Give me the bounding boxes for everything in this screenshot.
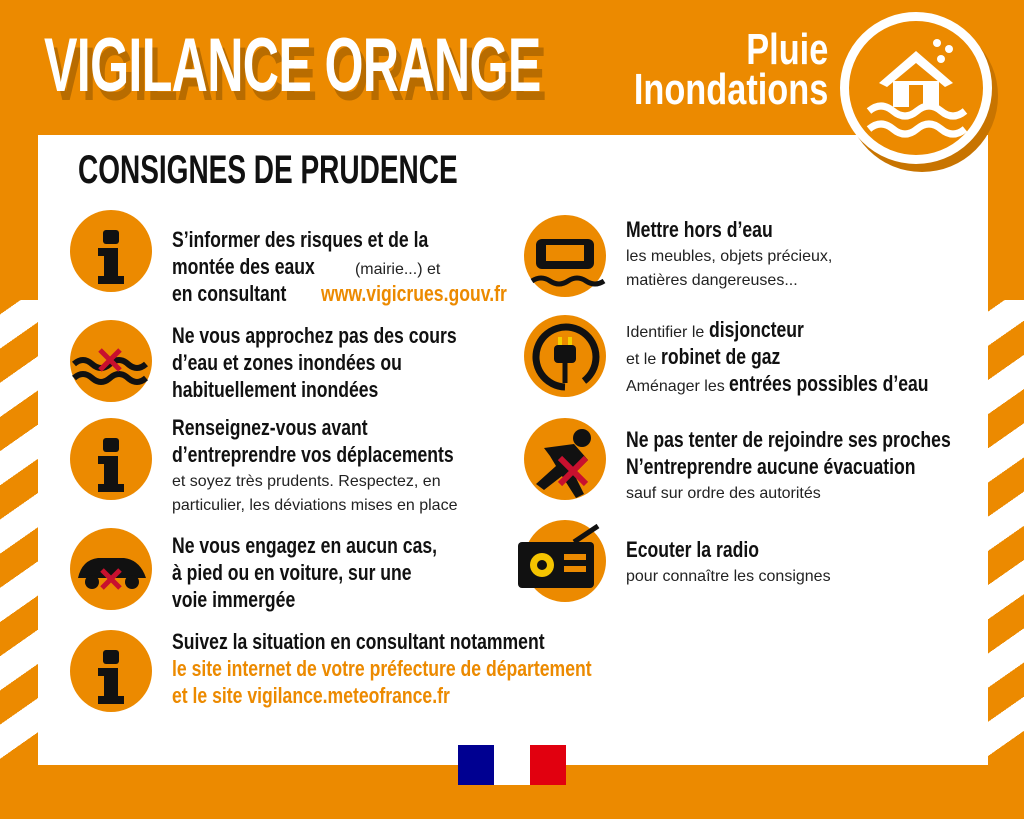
text-segment: Aménager les: [626, 378, 730, 395]
text-segment: N’entreprendre aucune évacuation: [626, 454, 916, 479]
radio-icon: [518, 520, 606, 602]
text-segment: Ne vous approchez pas des cours: [172, 323, 457, 348]
text-segment: entrées possibles d’eau: [729, 371, 929, 396]
instruction-line: Renseignez-vous avant: [172, 416, 524, 443]
instruction-line: montée des eaux (mairie...) et: [172, 255, 553, 282]
text-segment: particulier, les déviations mises en pla…: [172, 497, 458, 514]
instruction-line: et le site vigilance.meteofrance.fr: [172, 684, 697, 711]
text-segment: habituellement inondées: [172, 377, 379, 402]
instruction-line: Aménager les entrées possibles d’eau: [626, 372, 979, 399]
no-car-icon: [70, 528, 152, 610]
text-segment: Ne vous engagez en aucun cas,: [172, 533, 438, 558]
instruction-line: et soyez très prudents. Respectez, en: [172, 470, 524, 494]
text-segment: Renseignez-vous avant: [172, 415, 368, 440]
text-segment: d’eau et zones inondées ou: [172, 350, 402, 375]
instruction-line: d’eau et zones inondées ou: [172, 351, 528, 378]
page-title: VIGILANCE ORANGE: [44, 23, 541, 108]
instruction-text: Renseignez-vous avant d’entreprendre vos …: [172, 416, 524, 518]
instruction-line: Ecouter la radio: [626, 538, 831, 565]
instruction-line: particulier, les déviations mises en pla…: [172, 494, 524, 518]
instruction-text: S’informer des risques et de la montée de…: [172, 228, 553, 309]
instruction-line: Mettre hors d’eau: [626, 218, 832, 245]
highlight-text: www.vigicrues.gouv.fr: [321, 281, 507, 306]
instruction-line: Ne pas tenter de rejoindre ses proches: [626, 428, 1024, 455]
hazard-line-2: Inondations: [633, 65, 828, 114]
instruction-line: sauf sur ordre des autorités: [626, 482, 1024, 506]
instruction-line: à pied ou en voiture, sur une: [172, 561, 503, 588]
info-icon: [70, 210, 152, 292]
plug-icon: [524, 315, 606, 397]
sofa-icon: [524, 215, 606, 297]
instruction-text: Mettre hors d’eau les meubles, objets pré…: [626, 218, 832, 293]
instruction-line: Ne vous engagez en aucun cas,: [172, 534, 503, 561]
text-segment: montée des eaux: [172, 254, 315, 279]
instruction-line: Ne vous approchez pas des cours: [172, 324, 528, 351]
republique-francaise-logo: [458, 745, 566, 785]
hazard-label: Pluie Inondations: [633, 25, 828, 114]
info-icon: [70, 630, 152, 712]
instruction-line: les meubles, objets précieux,: [626, 245, 832, 269]
instruction-line: en consultant www.vigicrues.gouv.fr: [172, 282, 553, 309]
no-running-icon: [524, 418, 606, 500]
instruction-text: Ne pas tenter de rejoindre ses proches N’…: [626, 428, 1024, 506]
text-segment: disjoncteur: [708, 317, 804, 342]
instruction-text: Ne vous engagez en aucun cas, à pied ou e…: [172, 534, 503, 615]
instruction-line: et le robinet de gaz: [626, 345, 979, 372]
instruction-line: le site internet de votre préfecture de …: [172, 657, 697, 684]
text-segment: pour connaître les consignes: [626, 568, 831, 585]
text-segment: et soyez très prudents. Respectez, en: [172, 473, 441, 490]
text-segment: les meubles, objets précieux,: [626, 248, 833, 265]
text-segment: S’informer des risques et de la: [172, 227, 429, 252]
instruction-line: d’entreprendre vos déplacements: [172, 443, 524, 470]
text-segment: en consultant: [172, 281, 292, 306]
instruction-line: Identifier le disjoncteur: [626, 318, 979, 345]
text-segment: (mairie...) et: [350, 261, 441, 278]
text-segment: Mettre hors d’eau: [626, 217, 773, 242]
left-stripes: [0, 300, 40, 765]
text-segment: robinet de gaz: [660, 344, 780, 369]
content-panel: [38, 135, 988, 765]
text-segment: matières dangereuses...: [626, 272, 798, 289]
text-segment: Ecouter la radio: [626, 537, 760, 562]
instruction-line: habituellement inondées: [172, 378, 528, 405]
text-segment: voie immergée: [172, 587, 296, 612]
instruction-text: Ne vous approchez pas des cours d’eau et …: [172, 324, 528, 405]
text-segment: et le: [626, 351, 661, 368]
instruction-text: Identifier le disjoncteur et le robinet d…: [626, 318, 979, 399]
no-water-approach-icon: [70, 320, 152, 402]
right-stripes: [986, 300, 1024, 765]
text-segment: d’entreprendre vos déplacements: [172, 442, 454, 467]
text-segment: sauf sur ordre des autorités: [626, 485, 821, 502]
instruction-text: Ecouter la radio pour connaître les consi…: [626, 538, 831, 589]
instruction-line: pour connaître les consignes: [626, 565, 831, 589]
instruction-line: S’informer des risques et de la: [172, 228, 553, 255]
flooded-house-icon: [840, 12, 992, 164]
instruction-text: Suivez la situation en consultant notamm…: [172, 630, 697, 711]
highlight-text: le site internet de votre préfecture de …: [172, 656, 592, 681]
section-title: CONSIGNES DE PRUDENCE: [78, 148, 458, 192]
highlight-text: et le site vigilance.meteofrance.fr: [172, 683, 450, 708]
text-segment: Ne pas tenter de rejoindre ses proches: [626, 427, 951, 452]
text-segment: Suivez la situation en consultant notamm…: [172, 629, 545, 654]
instruction-line: Suivez la situation en consultant notamm…: [172, 630, 697, 657]
hazard-line-1: Pluie: [745, 25, 828, 74]
text-segment: à pied ou en voiture, sur une: [172, 560, 412, 585]
instruction-line: voie immergée: [172, 588, 503, 615]
instruction-line: matières dangereuses...: [626, 269, 832, 293]
instruction-line: N’entreprendre aucune évacuation: [626, 455, 1024, 482]
info-icon: [70, 418, 152, 500]
text-segment: Identifier le: [626, 324, 709, 341]
